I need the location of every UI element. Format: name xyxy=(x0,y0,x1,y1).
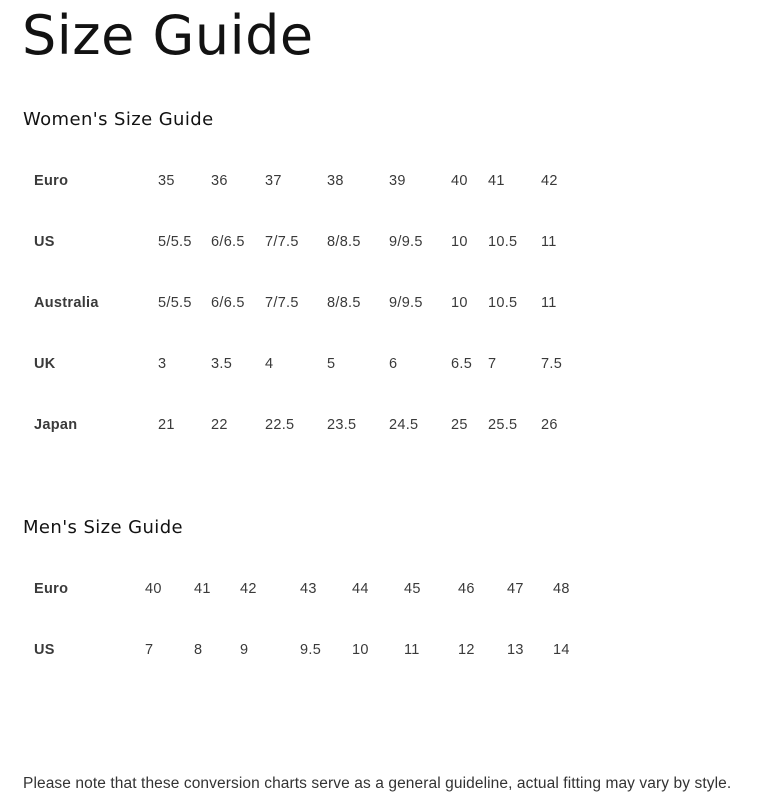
mens-heading: Men's Size Guide xyxy=(23,517,183,538)
size-cell: 42 xyxy=(541,172,558,189)
size-cell: 23.5 xyxy=(327,416,357,433)
size-cell: 45 xyxy=(404,580,421,597)
size-cell: 9/9.5 xyxy=(389,233,423,250)
row-label: US xyxy=(34,641,55,658)
table-row: Australia 5/5.5 6/6.5 7/7.5 8/8.5 9/9.5 10 10.5… xyxy=(23,272,590,333)
mens-size-table: Euro 40 41 42 43 44 45 46 47 48 US 7 8 9 9.5 10 11 12 13 14 xyxy=(23,558,592,680)
size-cell: 48 xyxy=(553,580,570,597)
size-cell: 11 xyxy=(404,641,420,658)
size-cell: 41 xyxy=(488,172,505,189)
size-cell: 40 xyxy=(145,580,162,597)
size-cell: 36 xyxy=(211,172,228,189)
size-cell: 9.5 xyxy=(300,641,322,658)
size-cell: 11 xyxy=(541,233,557,250)
size-cell: 7/7.5 xyxy=(265,294,299,311)
size-cell: 9 xyxy=(240,641,249,658)
size-cell: 10.5 xyxy=(488,294,518,311)
size-cell: 4 xyxy=(265,355,274,372)
table-row: Japan 21 22 22.5 23.5 24.5 25 25.5 26 xyxy=(23,394,590,455)
row-label: Euro xyxy=(34,580,69,597)
size-cell: 11 xyxy=(541,294,557,311)
womens-size-table: Euro 35 36 37 38 39 40 41 42 US 5/5.5 6/6.5 7/7.5 8/8… xyxy=(23,150,590,455)
womens-heading: Women's Size Guide xyxy=(23,109,214,130)
size-cell: 5/5.5 xyxy=(158,294,192,311)
row-label: Japan xyxy=(34,416,78,433)
size-cell: 10 xyxy=(451,294,468,311)
size-cell: 35 xyxy=(158,172,175,189)
size-cell: 9/9.5 xyxy=(389,294,423,311)
row-label: US xyxy=(34,233,55,250)
size-cell: 8 xyxy=(194,641,203,658)
size-cell: 22 xyxy=(211,416,228,433)
size-cell: 7 xyxy=(488,355,497,372)
size-cell: 42 xyxy=(240,580,257,597)
size-cell: 13 xyxy=(507,641,524,658)
size-cell: 6/6.5 xyxy=(211,233,245,250)
row-label: Australia xyxy=(34,294,99,311)
table-row: UK 3 3.5 4 5 6 6.5 7 7.5 xyxy=(23,333,590,394)
size-cell: 6/6.5 xyxy=(211,294,245,311)
size-cell: 21 xyxy=(158,416,175,433)
size-cell: 41 xyxy=(194,580,211,597)
size-cell: 5/5.5 xyxy=(158,233,192,250)
size-cell: 44 xyxy=(352,580,369,597)
size-cell: 10 xyxy=(352,641,369,658)
size-cell: 25 xyxy=(451,416,468,433)
size-cell: 46 xyxy=(458,580,475,597)
size-cell: 37 xyxy=(265,172,282,189)
size-cell: 5 xyxy=(327,355,336,372)
size-cell: 6.5 xyxy=(451,355,473,372)
size-cell: 39 xyxy=(389,172,406,189)
size-cell: 12 xyxy=(458,641,475,658)
size-cell: 3.5 xyxy=(211,355,233,372)
row-label: UK xyxy=(34,355,56,372)
size-cell: 10.5 xyxy=(488,233,518,250)
size-cell: 7.5 xyxy=(541,355,563,372)
size-cell: 26 xyxy=(541,416,558,433)
size-cell: 25.5 xyxy=(488,416,518,433)
size-cell: 24.5 xyxy=(389,416,419,433)
size-cell: 7/7.5 xyxy=(265,233,299,250)
size-cell: 3 xyxy=(158,355,167,372)
size-cell: 8/8.5 xyxy=(327,233,361,250)
page-title: Size Guide xyxy=(22,4,314,67)
table-row: Euro 40 41 42 43 44 45 46 47 48 xyxy=(23,558,592,619)
size-cell: 6 xyxy=(389,355,398,372)
table-row: Euro 35 36 37 38 39 40 41 42 xyxy=(23,150,590,211)
disclaimer-note: Please note that these conversion charts… xyxy=(23,775,732,792)
size-cell: 10 xyxy=(451,233,468,250)
size-cell: 22.5 xyxy=(265,416,295,433)
size-cell: 47 xyxy=(507,580,524,597)
size-cell: 8/8.5 xyxy=(327,294,361,311)
row-label: Euro xyxy=(34,172,69,189)
table-row: US 7 8 9 9.5 10 11 12 13 14 xyxy=(23,619,592,680)
size-cell: 40 xyxy=(451,172,468,189)
size-cell: 14 xyxy=(553,641,570,658)
table-row: US 5/5.5 6/6.5 7/7.5 8/8.5 9/9.5 10 10.5 11 xyxy=(23,211,590,272)
size-cell: 7 xyxy=(145,641,154,658)
size-cell: 43 xyxy=(300,580,317,597)
size-cell: 38 xyxy=(327,172,344,189)
